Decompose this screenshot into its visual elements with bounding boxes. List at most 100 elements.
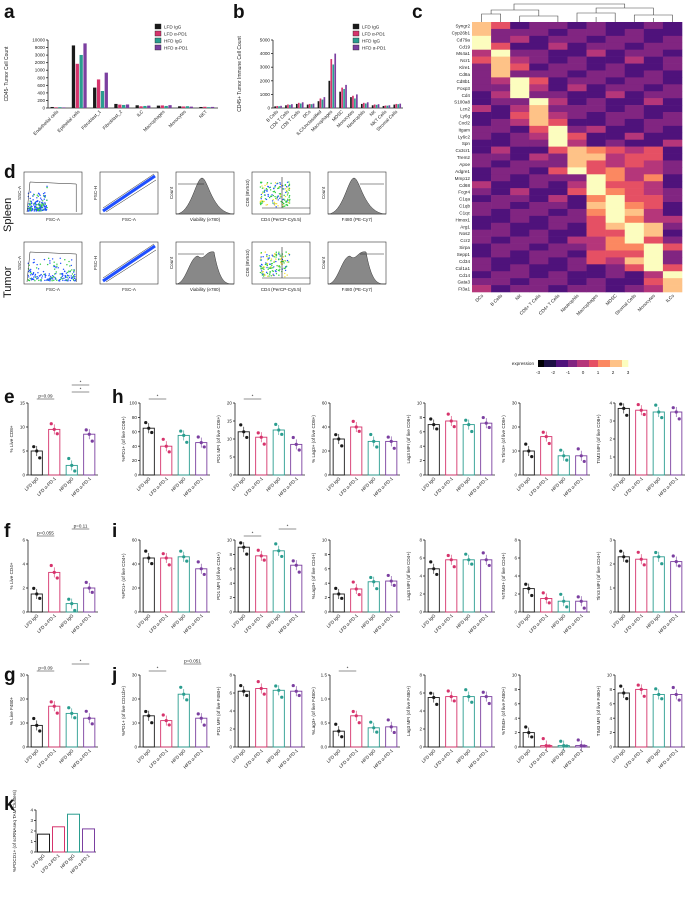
event-dot	[285, 260, 286, 261]
heatmap-cell	[510, 167, 529, 174]
event-dot	[66, 280, 67, 281]
heatmap-cell	[606, 237, 625, 244]
heatmap-cell	[548, 91, 567, 98]
bar	[367, 102, 369, 108]
y-axis-label: %Lag3+ (of live CD4+)	[311, 552, 316, 599]
heatmap-cell	[663, 195, 682, 202]
x-axis-label: FSC-A	[46, 287, 61, 292]
bar	[83, 829, 95, 852]
event-dot	[39, 193, 40, 194]
heatmap-cell	[529, 126, 548, 133]
heatmap-cell	[663, 271, 682, 278]
x-axis-label: CD4 (PerCP-Cy5.5)	[261, 217, 302, 222]
y-tick-label: 1	[609, 455, 612, 460]
legend-tick: -3	[536, 370, 541, 375]
heatmap-cell	[491, 257, 510, 264]
y-tick-label: 6	[229, 691, 232, 696]
heatmap-cell	[548, 202, 567, 209]
event-dot	[44, 206, 45, 207]
event-dot	[264, 192, 265, 193]
y-tick-label: 2	[324, 595, 327, 600]
heatmap-cell	[529, 64, 548, 71]
x-axis-label: FSC-A	[122, 217, 137, 222]
x-tick-label: HFD IgG	[58, 613, 75, 630]
heatmap-cell	[529, 250, 548, 257]
x-tick-label: LFD α-PD-1	[433, 613, 454, 634]
heatmap-cell	[663, 140, 682, 147]
data-point	[390, 440, 393, 443]
x-tick-label: LFD IgG	[421, 476, 437, 492]
data-point	[38, 456, 41, 459]
heatmap-cell	[548, 147, 567, 154]
gene-label: Cd14	[459, 273, 470, 278]
bar	[157, 106, 160, 108]
event-dot	[274, 196, 275, 197]
bar	[238, 691, 249, 747]
legend-label: LFD α-PD1	[362, 32, 386, 37]
event-dot	[43, 193, 44, 194]
legend-swatch	[353, 31, 359, 36]
data-point	[274, 423, 277, 426]
data-point	[337, 437, 340, 440]
heatmap-cell	[472, 98, 491, 105]
heatmap-cell	[663, 91, 682, 98]
y-tick-label: 6	[419, 556, 422, 561]
event-dot	[267, 263, 268, 264]
event-dot	[267, 182, 268, 183]
event-dot	[44, 196, 45, 197]
heatmap-cell	[529, 98, 548, 105]
event-dot	[36, 197, 37, 198]
heatmap-cell	[567, 271, 586, 278]
data-point	[390, 579, 393, 582]
cluster-label: B Cells	[489, 293, 503, 307]
event-dot	[34, 207, 35, 208]
y-tick-label: 0	[514, 610, 517, 615]
event-dot	[71, 265, 72, 266]
event-dot	[38, 277, 39, 278]
heatmap-cell	[663, 64, 682, 71]
bar	[203, 107, 206, 108]
heatmap-cell	[529, 43, 548, 50]
data-point	[637, 403, 640, 406]
heatmap-cell	[472, 202, 491, 209]
heatmap-cell	[606, 43, 625, 50]
data-point	[435, 427, 438, 430]
event-dot	[33, 273, 34, 274]
event-dot	[50, 277, 51, 278]
bar	[289, 105, 291, 108]
heatmap-cell	[606, 50, 625, 57]
event-dot	[261, 252, 262, 253]
heatmap-cell	[567, 230, 586, 237]
y-tick-label: 3	[609, 538, 612, 543]
heatmap-cell	[567, 64, 586, 71]
cluster-label: DCs	[474, 293, 484, 303]
event-dot	[277, 195, 278, 196]
bar	[296, 104, 298, 108]
data-point	[277, 428, 280, 431]
data-point	[565, 605, 568, 608]
heatmap-cell	[529, 140, 548, 147]
heatmap-cell	[606, 22, 625, 29]
heatmap-cell	[606, 278, 625, 285]
y-tick-label: 800	[37, 75, 45, 80]
x-tick-label: LFD IgG	[136, 476, 152, 492]
event-dot	[287, 274, 288, 275]
heatmap-cell	[644, 154, 663, 161]
legend-gradient-step	[553, 360, 556, 367]
data-point	[245, 694, 248, 697]
event-dot	[29, 202, 30, 203]
event-dot	[49, 273, 50, 274]
heatmap-cell	[491, 278, 510, 285]
event-dot	[62, 278, 63, 279]
bar	[51, 107, 54, 108]
heatmap-cell	[472, 36, 491, 43]
heatmap-cell	[548, 264, 567, 271]
event-dot	[288, 253, 289, 254]
y-tick-label: 0	[267, 106, 270, 111]
data-point	[432, 423, 435, 426]
heatmap-cell	[587, 264, 606, 271]
y-tick-label: 6	[514, 556, 517, 561]
data-point	[562, 600, 565, 603]
heatmap-cell	[472, 50, 491, 57]
heatmap-cell	[510, 126, 529, 133]
